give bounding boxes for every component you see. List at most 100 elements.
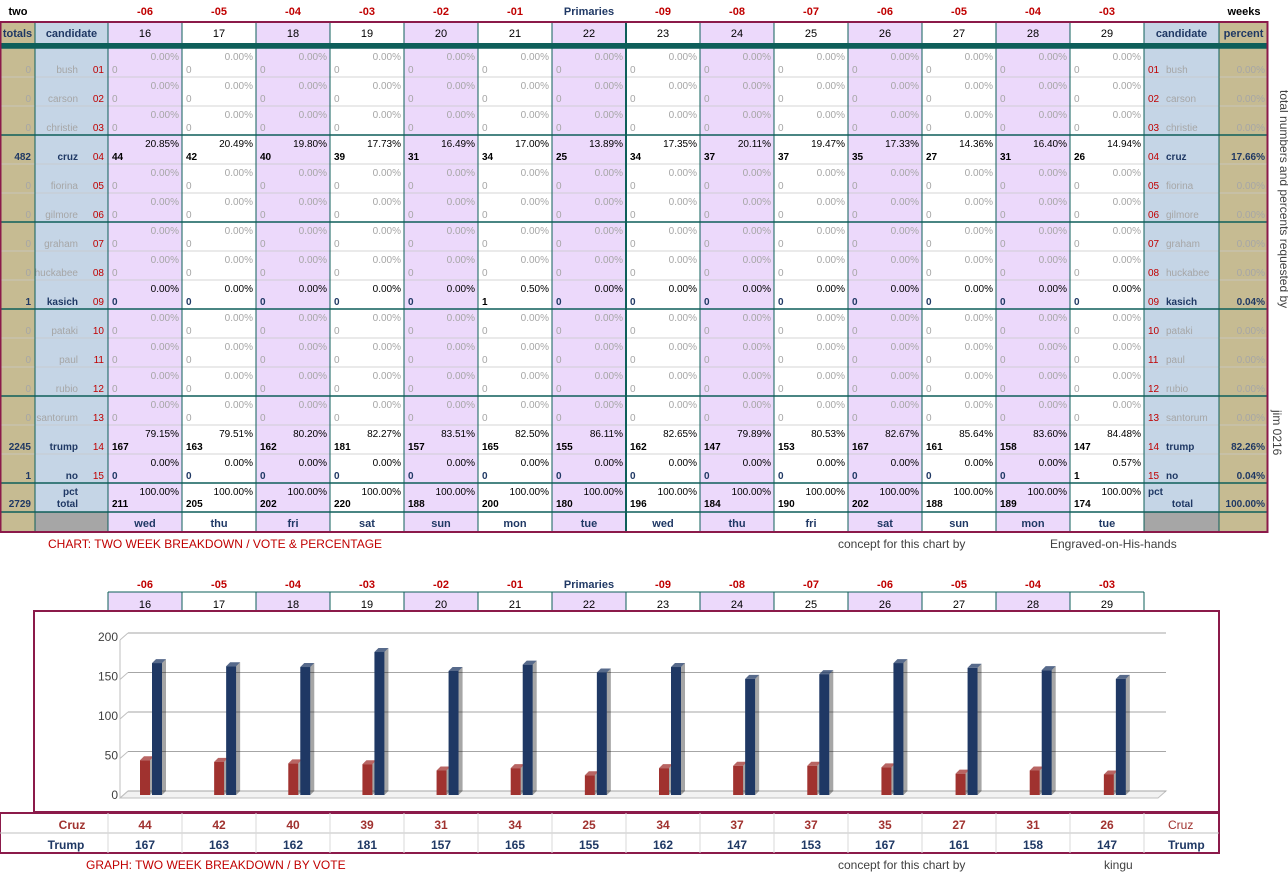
vote-percent: 0.00%: [373, 458, 401, 469]
header-band: [0, 43, 1268, 48]
vote-percent: 0.00%: [891, 284, 919, 295]
vote-count: 162: [630, 442, 647, 453]
vote-count: 0: [1000, 268, 1006, 279]
weekday-label: sun: [949, 518, 969, 530]
percent-column-bg: [1219, 22, 1268, 532]
vote-percent: 0.00%: [595, 284, 623, 295]
vote-percent: 0.00%: [373, 284, 401, 295]
vote-count: 0: [186, 181, 192, 192]
vote-count: 0: [334, 65, 340, 76]
vote-count: 0: [704, 65, 710, 76]
vote-count: 0: [112, 413, 118, 424]
day-total-percent: 100.00%: [1102, 487, 1142, 498]
trump-bar: [152, 663, 162, 795]
vote-count: 0: [334, 355, 340, 366]
vote-count: 0: [260, 210, 266, 221]
vote-count: 0: [334, 239, 340, 250]
vote-count: 0: [482, 239, 488, 250]
vote-percent: 0.00%: [1113, 226, 1141, 237]
vote-percent: 0.00%: [743, 458, 771, 469]
vote-percent: 0.00%: [817, 197, 845, 208]
cruz-value: 34: [508, 818, 522, 832]
candidate-percent: 0.00%: [1237, 413, 1265, 424]
vote-count: 0: [186, 471, 192, 482]
weekday-bg: [626, 512, 700, 532]
candidate-name-right: rubio: [1166, 384, 1189, 395]
candidate-number-right: 15: [1148, 471, 1160, 482]
vote-percent: 0.00%: [151, 255, 179, 266]
day-header: 29: [1101, 28, 1113, 40]
vote-count: 0: [630, 210, 636, 221]
vote-count: 0: [408, 413, 414, 424]
vote-percent: 0.00%: [817, 81, 845, 92]
vote-count: 0: [112, 123, 118, 134]
top-label-weeks: weeks: [1226, 6, 1260, 18]
vote-count: 157: [408, 442, 425, 453]
author-text: jim 0216: [1270, 409, 1284, 456]
vote-percent: 0.00%: [299, 284, 327, 295]
candidate-name: paul: [59, 355, 78, 366]
graph-offset-label: -05: [951, 579, 967, 591]
vote-count: 0: [778, 210, 784, 221]
vote-count: 37: [778, 152, 790, 163]
vote-percent: 0.00%: [373, 52, 401, 63]
graph-offset-label: -06: [877, 579, 893, 591]
trump-bar: [374, 652, 385, 795]
vote-count: 0: [1074, 181, 1080, 192]
vote-percent: 0.00%: [1113, 81, 1141, 92]
graph-day-header: 21: [509, 599, 521, 611]
vote-percent: 0.00%: [965, 371, 993, 382]
vote-percent: 0.00%: [743, 81, 771, 92]
graph-day-header-bg: [774, 592, 848, 611]
vote-count: 0: [112, 239, 118, 250]
graph-concept: concept for this chart by: [838, 858, 965, 872]
table-border: [0, 21, 1269, 533]
trump-value: 153: [801, 838, 821, 852]
vote-percent: 0.00%: [225, 255, 253, 266]
vote-count: 0: [630, 297, 636, 308]
trump-value: 165: [505, 838, 525, 852]
weekday-label: wed: [133, 518, 155, 530]
vote-percent: 84.48%: [1107, 429, 1141, 440]
vote-percent: 0.00%: [669, 168, 697, 179]
vote-percent: 0.00%: [1113, 313, 1141, 324]
day-header: 28: [1027, 28, 1039, 40]
weekday-bg: [108, 512, 182, 532]
weekday-bg: [478, 512, 552, 532]
day-header: 26: [879, 28, 891, 40]
day-total: 180: [556, 499, 573, 510]
vote-count: 0: [852, 123, 858, 134]
vote-count: 0: [334, 268, 340, 279]
vote-count: 42: [186, 152, 198, 163]
vote-percent: 17.33%: [885, 139, 919, 150]
vote-percent: 0.00%: [373, 110, 401, 121]
vote-percent: 0.00%: [891, 342, 919, 353]
trump-bar-top: [374, 648, 389, 653]
candidate-name: santorum: [36, 413, 78, 424]
vote-percent: 0.00%: [299, 313, 327, 324]
graph-day-header-bg: [626, 592, 700, 611]
candidate-name-right: pataki: [1166, 326, 1193, 337]
vote-percent: 0.00%: [743, 197, 771, 208]
series-label-cruz-right: Cruz: [1168, 818, 1193, 832]
vote-count: 0: [926, 268, 932, 279]
graph-day-header: 19: [361, 599, 373, 611]
vote-count: 0: [1074, 65, 1080, 76]
vote-count: 0: [556, 210, 562, 221]
vote-percent: 0.00%: [965, 342, 993, 353]
candidate-number: 09: [93, 297, 105, 308]
vote-count: 0: [112, 297, 118, 308]
header-totals: totals: [3, 28, 32, 40]
day-header-bg: [404, 22, 478, 43]
candidate-percent: 0.00%: [1237, 181, 1265, 192]
gridline-depth: [119, 632, 129, 641]
vote-count: 0: [556, 65, 562, 76]
vote-count: 0: [926, 326, 932, 337]
vote-percent: 0.00%: [299, 197, 327, 208]
cruz-bar-top: [584, 771, 599, 776]
vote-percent: 0.00%: [225, 81, 253, 92]
day-total: 188: [926, 499, 943, 510]
day-total: 205: [186, 499, 203, 510]
vote-count: 0: [482, 181, 488, 192]
vote-percent: 0.00%: [447, 197, 475, 208]
